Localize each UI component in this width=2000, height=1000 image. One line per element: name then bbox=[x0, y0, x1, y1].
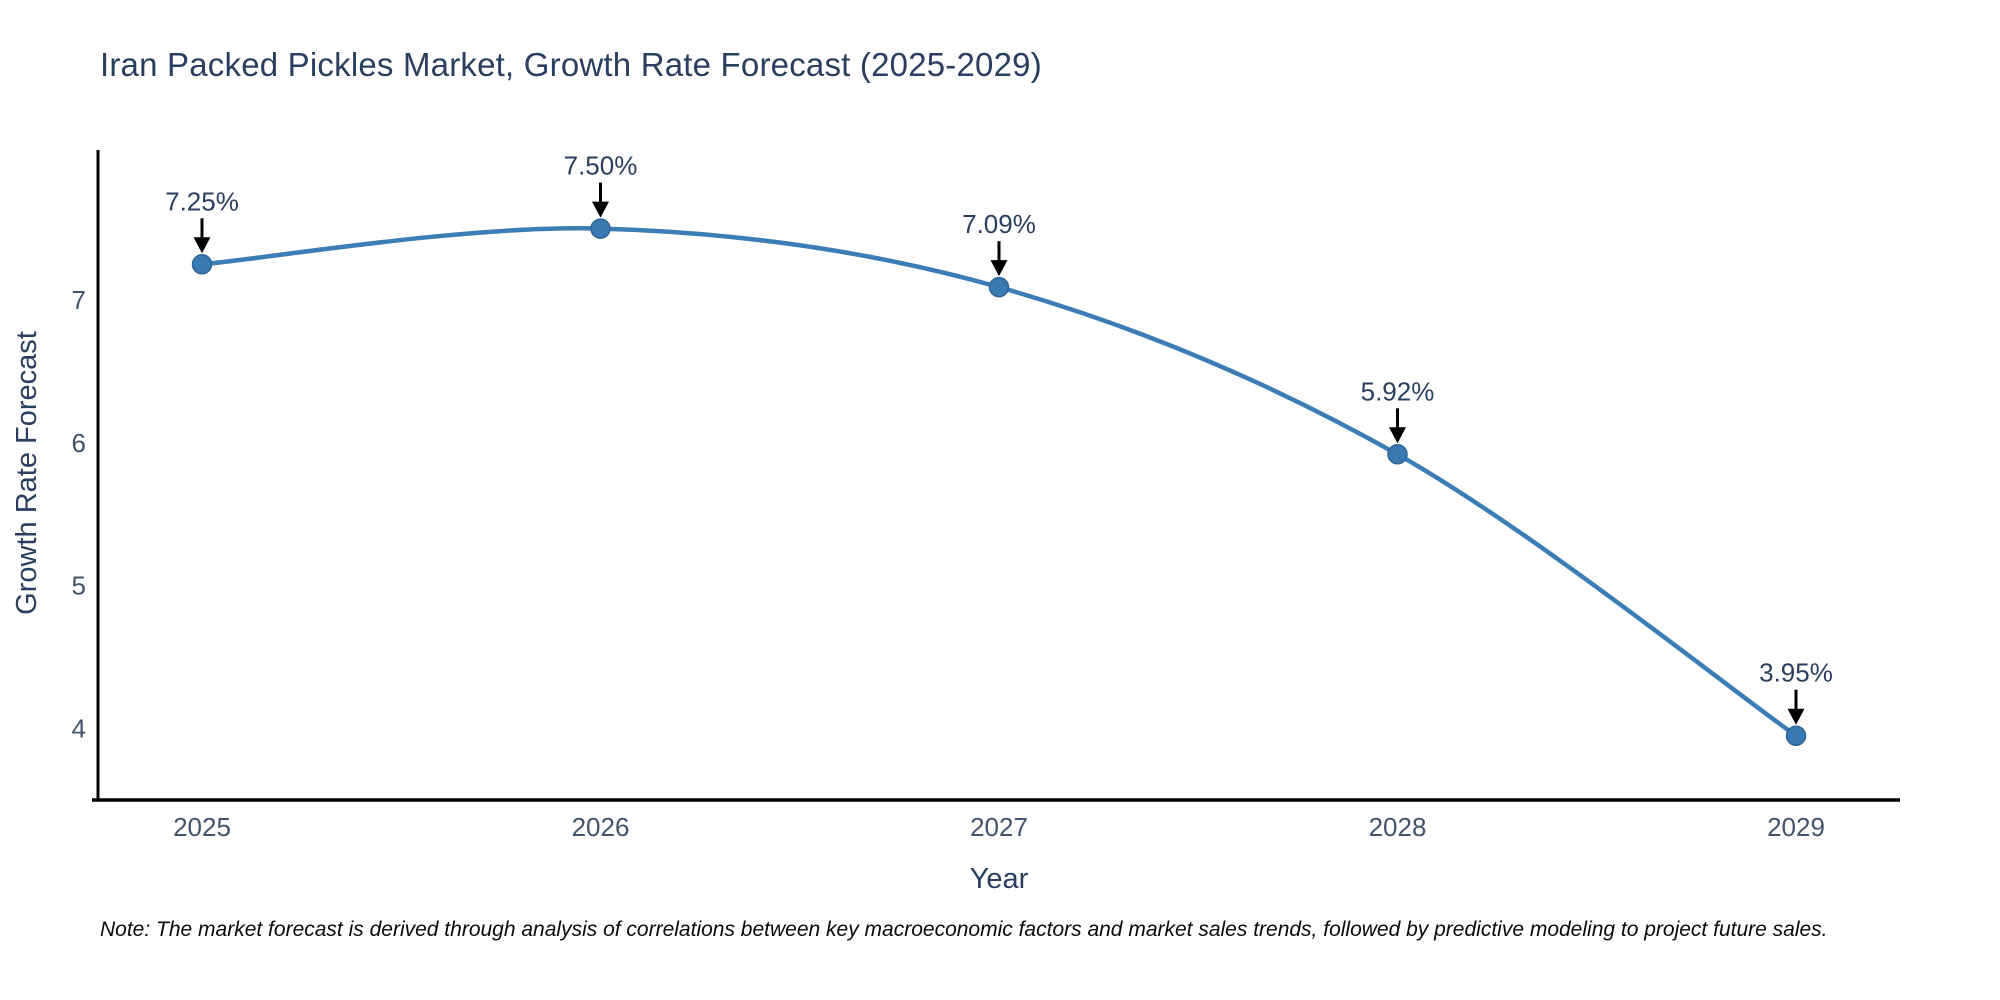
y-tick-label: 7 bbox=[72, 285, 86, 315]
data-point[interactable] bbox=[988, 276, 1010, 298]
x-tick-label: 2029 bbox=[1767, 812, 1825, 842]
x-axis-title: Year bbox=[970, 863, 1029, 895]
annotation-arrow-head bbox=[1389, 427, 1406, 444]
y-axis-title: Growth Rate Forecast bbox=[11, 331, 43, 615]
y-tick-label: 6 bbox=[72, 428, 86, 458]
x-tick-label: 2025 bbox=[173, 812, 231, 842]
x-tick-label: 2028 bbox=[1369, 812, 1427, 842]
data-point[interactable] bbox=[1785, 725, 1807, 746]
footnote: Note: The market forecast is derived thr… bbox=[100, 918, 1828, 941]
point-value-label: 7.25% bbox=[165, 186, 239, 216]
point-value-label: 7.50% bbox=[564, 151, 638, 181]
x-tick-label: 2026 bbox=[572, 812, 630, 842]
data-point[interactable] bbox=[1387, 444, 1408, 465]
data-point[interactable] bbox=[191, 254, 213, 275]
plot-area: 4 5 6 7 2025 2026 2027 2028 2029 7.25% 7.50% 7.09% 5… bbox=[72, 150, 1900, 842]
point-value-label: 5.92% bbox=[1361, 376, 1435, 406]
y-tick-label: 4 bbox=[72, 714, 86, 744]
annotation-arrow-head bbox=[990, 260, 1008, 277]
chart-title: Iran Packed Pickles Market, Growth Rate … bbox=[100, 46, 1042, 83]
annotation-arrow-head bbox=[1787, 708, 1805, 725]
point-value-label: 3.95% bbox=[1759, 658, 1833, 688]
y-tick-label: 5 bbox=[72, 571, 86, 601]
trend-line bbox=[199, 226, 1799, 738]
annotation-arrow-head bbox=[193, 237, 211, 254]
point-value-label: 7.09% bbox=[962, 209, 1036, 239]
x-tick-label: 2027 bbox=[970, 812, 1028, 842]
data-point[interactable] bbox=[590, 218, 611, 239]
annotation-arrow-head bbox=[592, 201, 609, 218]
